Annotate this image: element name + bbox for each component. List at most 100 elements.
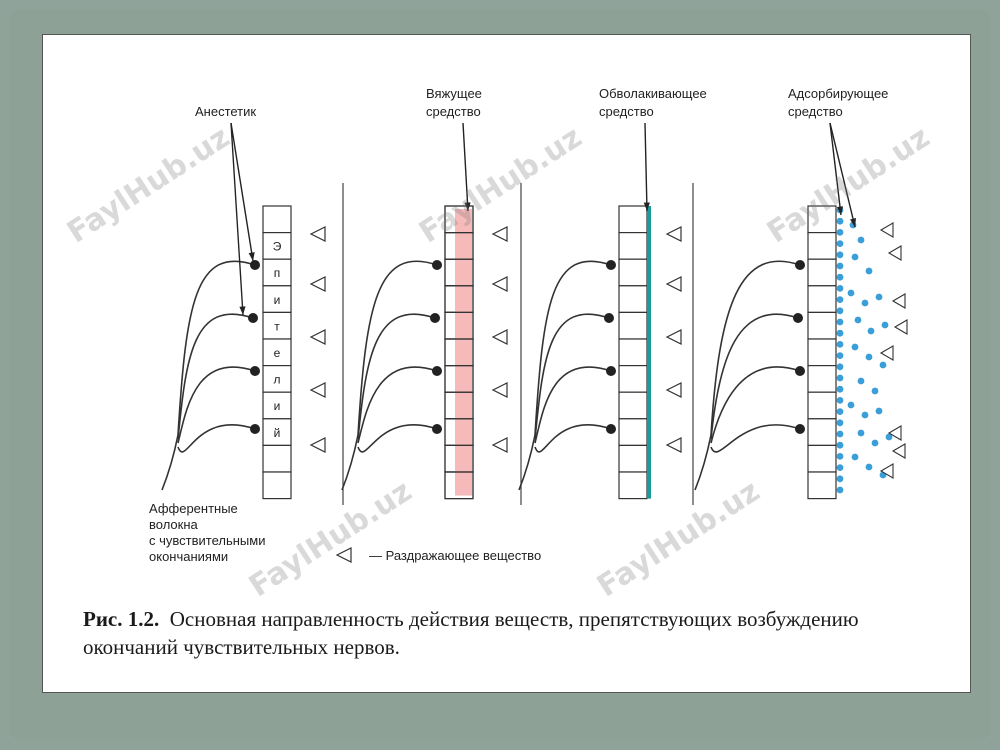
figure-caption: Рис. 1.2. Основная направленность действ…	[83, 605, 953, 661]
nerve-fiber	[534, 313, 610, 440]
adsorbent-particle	[881, 321, 889, 329]
epithelial-cell	[262, 391, 292, 420]
irritant-triangle	[309, 382, 326, 398]
adsorbent-particle	[836, 385, 844, 393]
nerve-ending	[795, 424, 805, 434]
adsorbing-arrow	[829, 122, 856, 228]
adsorbent-particle	[836, 419, 844, 427]
epithelium-letter: е	[274, 346, 281, 360]
epithelial-cell	[807, 205, 837, 234]
nerve-ending	[606, 366, 616, 376]
epithelium-letter: л	[273, 373, 280, 387]
label-astringent-line2: средство	[426, 104, 481, 119]
nerve-trunk	[518, 434, 536, 491]
adsorbent-particle	[861, 299, 869, 307]
nerve-ending	[432, 260, 442, 270]
caption-prefix: Рис. 1.2.	[83, 607, 160, 631]
epithelial-cell	[444, 471, 474, 500]
label-afferent-line1: Афферентные	[149, 501, 238, 516]
irritant-triangle	[879, 222, 894, 238]
irritant-triangle	[309, 276, 326, 292]
irritant-triangle	[491, 329, 508, 345]
epithelium-letter: п	[274, 266, 281, 280]
irritant-triangle	[491, 382, 508, 398]
adsorbent-particle	[851, 343, 859, 351]
adsorbent-particle	[836, 363, 844, 371]
irritant-triangle	[665, 226, 682, 242]
irritant-triangle	[665, 329, 682, 345]
nerve-ending	[795, 366, 805, 376]
adsorbent-particle	[847, 289, 855, 297]
nerve-ending	[248, 313, 258, 323]
nerve-ending	[606, 424, 616, 434]
nerve-trunk	[341, 434, 359, 491]
epithelial-cell	[618, 391, 648, 420]
nerve-ending	[250, 260, 260, 270]
nerve-fiber	[534, 366, 612, 444]
astringent-arrow-head	[464, 202, 471, 211]
nerve-fiber	[177, 366, 256, 444]
epithelial-cell	[807, 471, 837, 500]
adsorbent-particle	[847, 401, 855, 409]
adsorbent-particle	[836, 296, 844, 303]
nerve-fiber	[710, 424, 801, 453]
nerve-fiber	[710, 260, 801, 436]
epithelium-letter: Э	[273, 240, 282, 254]
adsorbent-particle	[865, 463, 873, 471]
adsorbent-particle	[836, 262, 844, 270]
epithelial-cell	[807, 444, 837, 473]
adsorbent-particle	[836, 341, 844, 348]
label-astringent-line1: Вяжущее	[426, 86, 482, 101]
epithelial-cell	[262, 258, 292, 287]
epithelial-cell	[807, 418, 837, 446]
adsorbent-particle	[875, 407, 883, 415]
epithelial-cell	[807, 311, 837, 340]
adsorbent-particle	[865, 353, 873, 361]
irritant-triangle	[491, 226, 508, 242]
adsorbing-arrow-head	[850, 218, 857, 227]
epithelium-letter: и	[274, 399, 281, 413]
adsorbent-particle	[836, 329, 844, 337]
adsorbent-particle	[857, 429, 865, 437]
epithelial-cell	[618, 232, 648, 260]
epithelial-cell	[807, 365, 837, 393]
epithelial-cell	[618, 258, 648, 287]
nerve-ending	[432, 366, 442, 376]
anesthetic-arrow-head	[248, 252, 255, 261]
irritant-triangle	[879, 345, 894, 361]
irritant-triangle	[891, 293, 906, 309]
adsorbent-particle	[836, 464, 844, 471]
epithelial-cell	[262, 285, 292, 314]
adsorbent-particle	[875, 293, 883, 301]
epithelial-cell	[618, 365, 648, 393]
epithelial-cell	[262, 471, 292, 500]
irritant-triangle	[491, 276, 508, 292]
adsorbent-particle	[836, 352, 844, 359]
adsorbent-particle	[836, 307, 844, 315]
epithelial-cell	[807, 391, 837, 420]
epithelial-cell	[618, 285, 648, 314]
epithelial-cell	[618, 444, 648, 473]
adsorbent-particle	[836, 318, 844, 326]
label-adsorbing-line2: средство	[788, 104, 843, 119]
caption-text: Основная направленность действия веществ…	[83, 607, 859, 659]
nerve-fiber	[534, 424, 612, 453]
irritant-triangle	[665, 382, 682, 398]
nerve-fiber	[177, 424, 256, 453]
epithelial-cell	[618, 311, 648, 340]
adsorbent-particle	[836, 453, 844, 460]
astringent-arrow	[462, 122, 469, 212]
adsorbent-particle	[851, 253, 859, 261]
nerve-fiber	[177, 260, 256, 436]
legend-irritant-label: — Раздражающее вещество	[369, 548, 542, 563]
adsorbent-particle	[861, 411, 869, 419]
nerve-ending	[432, 424, 442, 434]
epithelial-cell	[262, 205, 292, 234]
label-afferent-line4: окончаниями	[149, 549, 229, 564]
nerve-fiber	[534, 260, 612, 436]
adsorbent-particle	[885, 433, 893, 441]
epithelial-cell	[807, 232, 837, 260]
adsorbent-particle	[867, 327, 875, 335]
adsorbent-particle	[836, 397, 844, 404]
